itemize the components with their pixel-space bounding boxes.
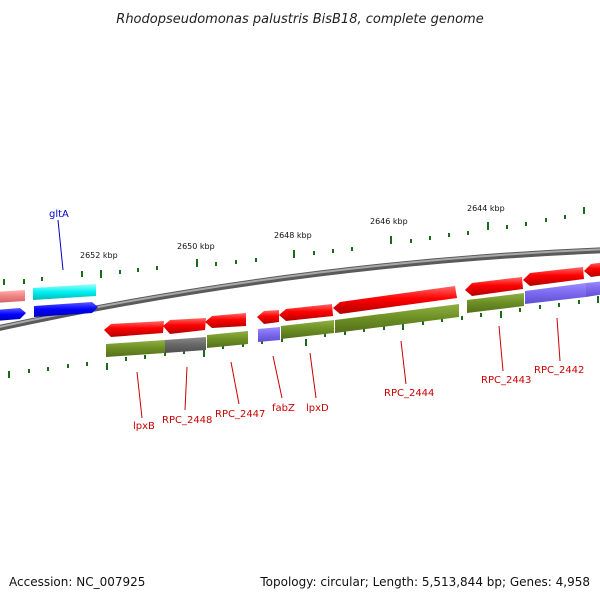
gene-arrow: [205, 313, 246, 328]
leader-line: [498, 325, 504, 372]
gene-arrow: [465, 277, 523, 296]
gene-arrow: [333, 286, 457, 314]
leader-line: [309, 352, 317, 399]
tick-label: 2650 kbp: [177, 242, 215, 251]
gene-label: gltA: [49, 209, 69, 220]
cds-bar: [281, 320, 334, 339]
gene-labels: gltA lpxB RPC_2448 RPC_2447 fabZ lpxD RP…: [49, 209, 584, 432]
cds-bar: [586, 281, 600, 297]
cds-bars: [106, 281, 600, 357]
gene-label: RPC_2443: [481, 375, 531, 386]
leader-line: [184, 366, 188, 411]
leader-line: [230, 361, 240, 405]
cds-bar: [467, 293, 524, 313]
label-leaders: [57, 219, 561, 419]
cds-bar: [525, 283, 586, 304]
accession-text: Accession: NC_007925: [9, 575, 145, 589]
gene-arrow: [584, 262, 600, 277]
cds-bar: [258, 327, 280, 342]
leader-line: [136, 371, 143, 419]
cds-bar: [335, 304, 459, 333]
cds-bar: [207, 331, 248, 348]
outer-ticks: [3, 207, 585, 285]
gene-arrow: [163, 318, 206, 334]
tick-label: 2648 kbp: [274, 231, 312, 240]
gene-arrows: [104, 262, 600, 337]
gene-arrow: [523, 267, 584, 286]
gene-label: RPC_2448: [162, 415, 212, 426]
map-title: Rhodopseudomonas palustris BisB18, compl…: [116, 12, 483, 27]
inner-ticks: [8, 296, 599, 378]
feature-block: [0, 290, 25, 303]
gene-label: RPC_2444: [384, 388, 434, 399]
leader-line: [272, 355, 283, 399]
gene-arrow: [104, 321, 164, 337]
trna-feature: [33, 284, 96, 300]
tick-label: 2646 kbp: [370, 217, 408, 226]
genome-summary: Topology: circular; Length: 5,513,844 bp…: [259, 575, 590, 589]
gene-arrow: [257, 310, 279, 324]
gene-label: lpxB: [133, 421, 155, 432]
cds-bar: [106, 340, 165, 357]
gene-label: RPC_2442: [534, 365, 584, 376]
leader-line: [400, 340, 407, 385]
gene-arrow: [279, 304, 333, 321]
tick-labels: 2652 kbp 2650 kbp 2648 kbp 2646 kbp 2644…: [80, 204, 505, 260]
gene-label: fabZ: [272, 403, 295, 414]
gene-label: lpxD: [306, 403, 329, 414]
leader-line: [57, 219, 64, 271]
tick-label: 2644 kbp: [467, 204, 505, 213]
feature-arrow: [34, 302, 98, 317]
feature-arrow: [0, 308, 26, 321]
gene-label: RPC_2447: [215, 409, 265, 420]
leader-line: [556, 317, 561, 362]
cds-bar: [165, 337, 206, 353]
outer-strand-features: [0, 284, 98, 321]
tick-label: 2652 kbp: [80, 251, 118, 260]
